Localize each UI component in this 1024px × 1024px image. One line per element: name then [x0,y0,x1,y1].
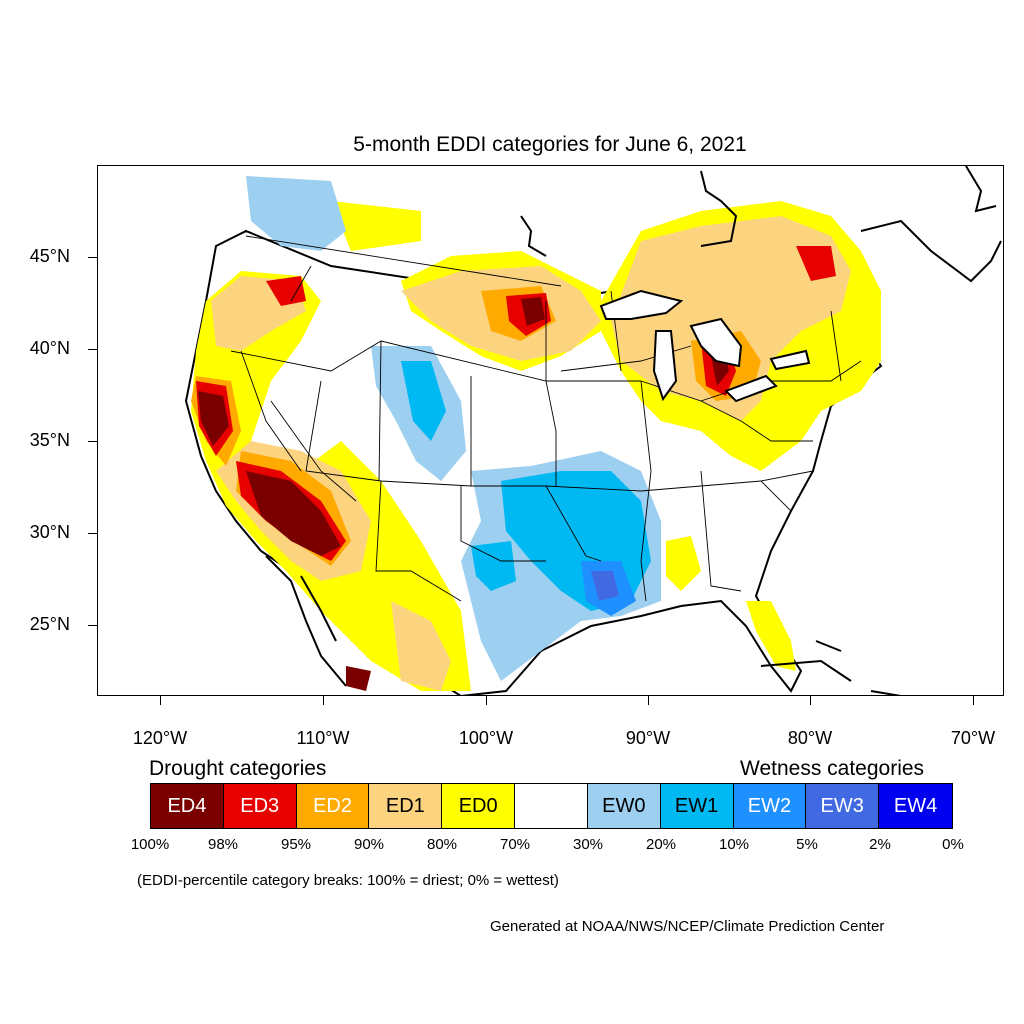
lon-label: 70°W [950,728,996,748]
ed0-florida [746,601,796,671]
lat-tick [88,533,97,534]
percentile-label: 98% [207,836,239,853]
percentile-label: 70% [499,836,531,853]
ew1-texas [471,541,516,591]
lat-label: 35°N [29,430,70,450]
percentile-label: 20% [645,836,677,853]
legend-box-ed2: ED2 [296,784,370,828]
ed4-dakotas [521,297,545,326]
lon-label: 110°W [296,728,350,748]
percentile-label: 95% [280,836,312,853]
percentile-label: 5% [796,836,818,853]
lat-label: 45°N [29,246,70,266]
map-panel [97,165,1004,696]
legend-box-ed4: ED4 [151,784,224,828]
percentile-label: 2% [869,836,891,853]
ed0-northwest-strip [331,201,421,251]
legend-box-ew0: EW0 [587,784,661,828]
lon-label: 90°W [625,728,671,748]
coastlines [265,166,1002,695]
ed4-southwest [246,471,341,556]
legend-box-ed3: ED3 [223,784,297,828]
percentile-label: 10% [718,836,750,853]
great-lakes [599,289,811,403]
ew0-northwest [246,176,346,251]
eddi-map [184,166,1002,695]
lat-tick [88,441,97,442]
ed4-california [198,391,229,446]
drought-categories-heading: Drought categories [149,757,327,780]
percentile-label: 0% [942,836,964,853]
ed3-oregon [266,276,306,306]
percentile-label: 80% [426,836,458,853]
ew1-rockies [401,361,446,441]
lat-label: 40°N [29,338,70,358]
ed4-baja [346,666,371,691]
credit-line: Generated at NOAA/NWS/NCEP/Climate Predi… [490,918,885,935]
lat-tick [88,257,97,258]
lon-tick [160,696,161,705]
percentile-label: 90% [353,836,385,853]
ed1-baja-texas [391,601,451,691]
category-note: (EDDI-percentile category breaks: 100% =… [137,872,559,889]
lat-label: 25°N [29,614,70,634]
legend-box-ed0: ED0 [442,784,516,828]
map-title: 5-month EDDI categories for June 6, 2021 [353,133,747,156]
legend-box-ed1: ED1 [369,784,443,828]
lon-label: 80°W [787,728,833,748]
lat-label: 30°N [29,522,70,542]
legend-box-ew1: EW1 [660,784,734,828]
legend-box-ew2: EW2 [733,784,807,828]
ew3-louisiana [591,571,619,601]
percentile-label: 30% [572,836,604,853]
lon-tick [810,696,811,705]
category-legend: ED4 ED3 ED2 ED1 ED0 EW0 EW1 EW2 EW3 EW4 [150,783,953,829]
lat-tick [88,625,97,626]
legend-box-neutral [515,784,588,828]
percentile-label: 100% [130,836,170,853]
ed3-ontario [796,246,836,281]
lon-tick [973,696,974,705]
lon-tick [648,696,649,705]
lat-tick [88,349,97,350]
lon-label: 100°W [458,728,514,748]
legend-box-ew4: EW4 [879,784,952,828]
ed0-southeast-patch [666,536,701,591]
wetness-categories-heading: Wetness categories [740,757,925,780]
legend-box-ew3: EW3 [806,784,880,828]
lon-tick [323,696,324,705]
lon-tick [486,696,487,705]
lon-label: 120°W [132,728,188,748]
